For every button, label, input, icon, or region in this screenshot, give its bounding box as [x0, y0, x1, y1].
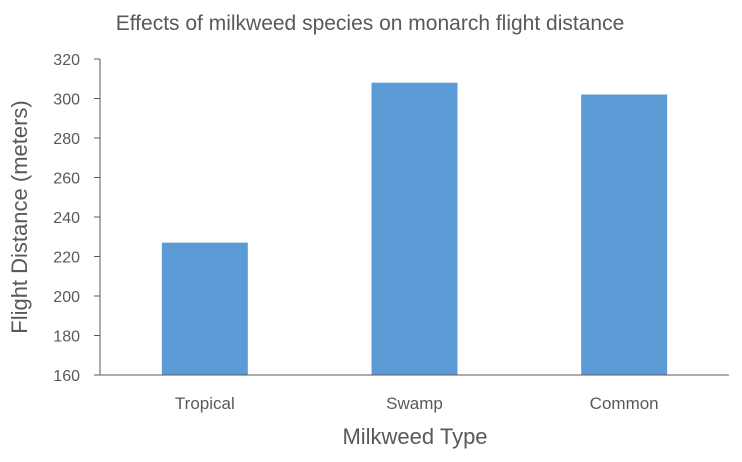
- x-category-label: Tropical: [175, 394, 235, 413]
- y-tick-label: 240: [53, 210, 80, 227]
- bar-common: [581, 94, 668, 376]
- x-category-label: Swamp: [386, 394, 443, 413]
- y-axis-title: Flight Distance (meters): [7, 100, 32, 334]
- y-tick-label: 220: [53, 250, 80, 267]
- y-tick-label: 260: [53, 171, 80, 188]
- x-category-label: Common: [590, 394, 659, 413]
- x-axis-title: Milkweed Type: [342, 424, 487, 449]
- y-tick-label: 300: [53, 92, 80, 109]
- bar-swamp: [371, 82, 458, 375]
- y-tick-label: 200: [53, 289, 80, 306]
- chart-title: Effects of milkweed species on monarch f…: [116, 12, 625, 35]
- y-tick-label: 160: [53, 368, 80, 385]
- bar-tropical: [161, 242, 248, 375]
- bars: [161, 82, 668, 376]
- y-tick-label: 320: [53, 52, 80, 69]
- y-axis-ticks: 160 180 200 220 240 260 280 300 320: [53, 52, 100, 385]
- x-axis-categories: Tropical Swamp Common: [175, 394, 659, 413]
- y-tick-label: 280: [53, 131, 80, 148]
- y-tick-label: 180: [53, 329, 80, 346]
